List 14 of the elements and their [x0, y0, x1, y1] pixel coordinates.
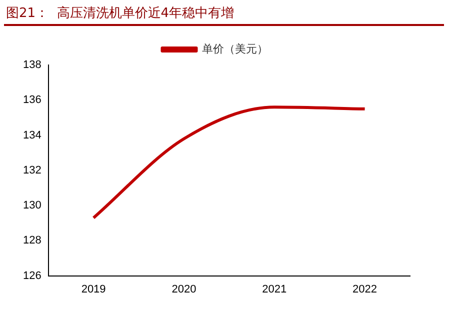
y-tick-label: 136	[22, 94, 42, 106]
x-tick-label: 2022	[352, 283, 378, 296]
legend-label: 单价（美元）	[202, 42, 268, 56]
y-tick-label: 132	[22, 164, 42, 176]
y-tick-label: 128	[22, 234, 42, 247]
x-tick-label: 2019	[81, 283, 106, 296]
chart-title: 图21： 高压清洗机单价近4年稳中有增	[6, 5, 234, 22]
x-tick-label: 2021	[262, 283, 287, 296]
y-tick-label: 130	[22, 200, 42, 212]
y-tick-label: 138	[22, 59, 42, 72]
y-tick-label: 126	[22, 270, 42, 282]
line-series	[92, 106, 366, 220]
x-tick-label: 2020	[172, 283, 196, 296]
y-tick-label: 134	[22, 129, 42, 142]
